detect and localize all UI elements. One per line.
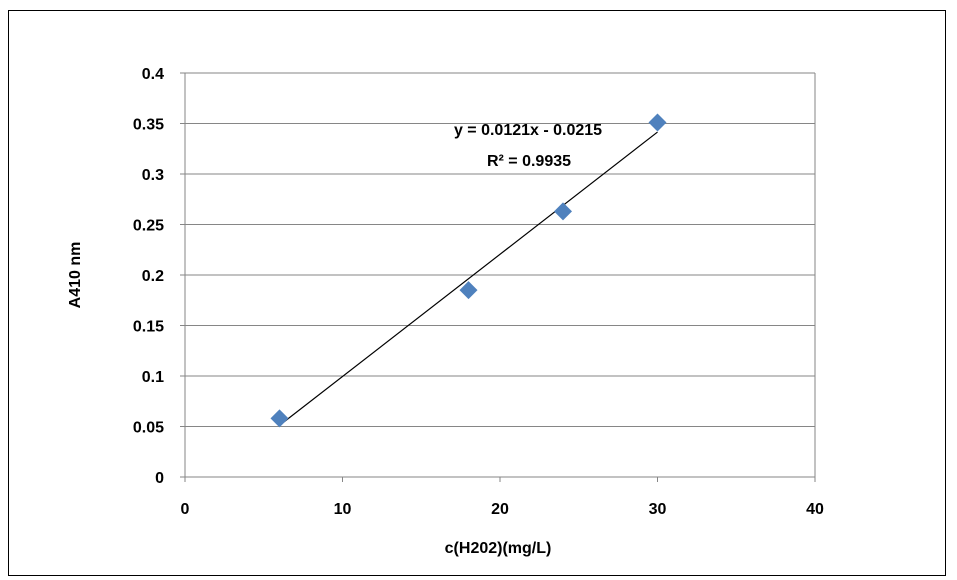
- trendline-group: [279, 131, 658, 426]
- x-tick-label: 10: [334, 501, 352, 518]
- y-tick-label: 0.25: [133, 218, 164, 235]
- grid-lines: [185, 72, 815, 427]
- data-point: [270, 409, 289, 428]
- x-tick-label: 40: [806, 501, 824, 518]
- chart-frame: [8, 10, 946, 576]
- data-point: [554, 202, 572, 221]
- y-axis-label: A410 nm: [67, 242, 84, 309]
- y-tick-label: 0.1: [142, 369, 164, 386]
- x-tick-label: 0: [181, 501, 190, 518]
- y-tick-labels: 0 0.05 0.1 0.15 0.2 0.25 0.3 0.35 0.4: [133, 66, 164, 487]
- x-tick-label: 30: [649, 501, 667, 518]
- axes: [180, 72, 816, 482]
- y-tick-label: 0.05: [133, 420, 164, 437]
- y-tick-label: 0.35: [133, 117, 164, 134]
- trendline: [279, 131, 658, 426]
- data-point: [648, 113, 667, 132]
- y-tick-label: 0.4: [142, 66, 164, 83]
- data-points: [270, 113, 667, 428]
- trendline-equation: y = 0.0121x - 0.0215: [454, 122, 602, 139]
- y-tick-label: 0: [155, 470, 164, 487]
- x-axis-label: c(H202)(mg/L): [445, 540, 552, 557]
- x-tick-label: 20: [491, 501, 509, 518]
- data-point: [459, 281, 478, 300]
- y-tick-label: 0.15: [133, 319, 164, 336]
- y-tick-label: 0.2: [142, 268, 164, 285]
- x-tick-labels: 0 10 20 30 40: [181, 501, 824, 518]
- trendline-r-squared: R² = 0.9935: [487, 153, 571, 170]
- y-tick-label: 0.3: [142, 167, 164, 184]
